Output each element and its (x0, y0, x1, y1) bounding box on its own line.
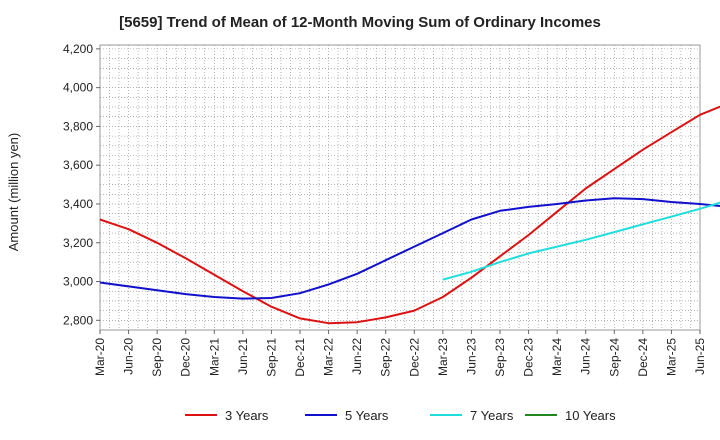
x-tick-label: Sep-23 (493, 338, 507, 377)
x-tick-label: Jun-21 (236, 338, 250, 375)
y-tick-label: 3,800 (63, 119, 93, 133)
y-axis-label: Amount (million yen) (6, 133, 21, 252)
x-tick-label: Mar-20 (93, 338, 107, 376)
x-tick-label: Dec-21 (293, 338, 307, 377)
x-tick-label: Mar-21 (207, 338, 221, 376)
x-tick-label: Sep-21 (264, 338, 278, 377)
x-tick-label: Sep-20 (150, 338, 164, 377)
y-tick-label: 2,800 (63, 313, 93, 327)
x-tick-label: Dec-22 (407, 338, 421, 377)
y-tick-label: 3,400 (63, 197, 93, 211)
legend: 3 Years 5 Years 7 Years 10 Years (185, 408, 616, 423)
series-lines (99, 105, 720, 325)
chart-title: [5659] Trend of Mean of 12-Month Moving … (119, 14, 601, 31)
y-tick-label: 3,600 (63, 158, 93, 172)
x-tick-label: Jun-22 (350, 338, 364, 375)
y-tick-label: 4,000 (63, 81, 93, 95)
legend-label: 7 Years (470, 408, 514, 423)
series-line-5-years (99, 197, 720, 300)
y-tick-label: 3,000 (63, 275, 93, 289)
x-tick-label: Mar-24 (550, 338, 564, 376)
y-tick-label: 3,200 (63, 236, 93, 250)
series-line-3-years (99, 105, 720, 325)
x-tick-label: Jun-23 (464, 338, 478, 375)
x-tick-label: Sep-22 (379, 338, 393, 377)
x-tick-label: Mar-23 (436, 338, 450, 376)
legend-label: 5 Years (345, 408, 389, 423)
x-tick-label: Mar-22 (322, 338, 336, 376)
y-tick-label: 4,200 (63, 42, 93, 56)
grid (100, 45, 700, 330)
y-axis-ticks: 2,800 3,000 3,200 3,400 3,600 3,800 4,000 4,200 (63, 42, 100, 327)
x-tick-label: Jun-25 (693, 338, 707, 375)
legend-label: 3 Years (225, 408, 269, 423)
x-tick-label: Dec-20 (179, 338, 193, 377)
x-tick-label: Jun-24 (579, 338, 593, 375)
x-tick-label: Jun-20 (122, 338, 136, 375)
x-tick-label: Mar-25 (664, 338, 678, 376)
x-tick-label: Dec-24 (636, 338, 650, 377)
x-axis-ticks: Mar-20 Jun-20 Sep-20 Dec-20 Mar-21 Jun-21 Sep-… (93, 330, 707, 377)
legend-label: 10 Years (565, 408, 616, 423)
series-line-7-years (442, 201, 720, 281)
x-tick-label: Dec-23 (522, 338, 536, 377)
x-tick-label: Sep-24 (607, 338, 621, 377)
plot-area (99, 44, 701, 331)
